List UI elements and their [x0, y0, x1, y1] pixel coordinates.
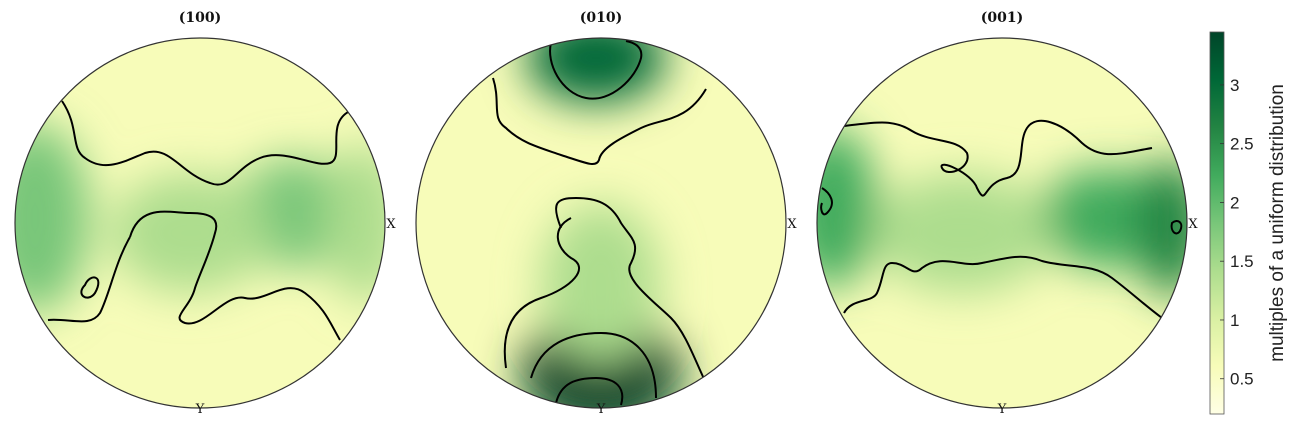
- axis-label-y: Y: [596, 402, 606, 417]
- contour-line: [80, 276, 100, 299]
- axis-label-x: X: [787, 217, 797, 232]
- contour-lines: [47, 100, 351, 341]
- density-mid-center: [872, 173, 1052, 293]
- contour-line: [1170, 220, 1183, 235]
- colorbar-tick-label: 3: [1230, 76, 1239, 95]
- pole-figure-outline: [14, 37, 386, 409]
- density-mid-center: [110, 173, 270, 293]
- panel-title: (010): [580, 10, 622, 26]
- contour-line: [555, 196, 707, 384]
- contour-line: [820, 187, 833, 216]
- contour-line: [555, 376, 624, 406]
- contour-line: [492, 77, 707, 166]
- axis-label-x: X: [386, 217, 396, 232]
- colorbar-tick-label: 1.5: [1230, 252, 1254, 271]
- contour-lines: [820, 119, 1183, 319]
- contour-line: [129, 210, 341, 341]
- axis-label-y: Y: [195, 402, 205, 417]
- colorbar-tick-label: 0.5: [1230, 370, 1254, 389]
- pole-figure-outline: [415, 37, 787, 409]
- contour-line: [549, 40, 643, 100]
- density-shading: [15, 123, 385, 313]
- colorbar-tick-label: 1: [1230, 311, 1239, 330]
- density-max-edge-left: [15, 123, 90, 313]
- contour-lines: [492, 40, 707, 406]
- density-max-bottom: [521, 313, 681, 408]
- contour-line: [843, 119, 1153, 197]
- axis-label-y: Y: [997, 402, 1007, 417]
- contour-line: [503, 217, 581, 369]
- colorbar: [1209, 31, 1225, 415]
- density-mid-center: [541, 203, 661, 363]
- axis-label-x: X: [1188, 217, 1198, 232]
- colorbar-tick-label: 2.5: [1230, 135, 1254, 154]
- density-max-edge-left: [817, 128, 877, 288]
- contour-line: [530, 331, 657, 399]
- contour-line: [47, 236, 131, 323]
- panel-title: (100): [179, 10, 221, 26]
- contour-line: [61, 100, 351, 186]
- contour-line: [843, 255, 1163, 319]
- density-max-edge-right: [325, 143, 385, 303]
- panel-title: (001): [981, 10, 1023, 26]
- density-max-top: [526, 38, 666, 103]
- pole-figure-panel-1: (100) X Y: [14, 10, 396, 417]
- pole-figure-panel-2: (010) X Y: [415, 10, 797, 417]
- colorbar-title: multiples of a uniform distribution: [1267, 84, 1288, 362]
- pole-figure-panel-3: (001) X Y: [816, 10, 1198, 417]
- pole-figure-outline: [816, 37, 1188, 409]
- colorbar-tick-label: 2: [1230, 193, 1239, 212]
